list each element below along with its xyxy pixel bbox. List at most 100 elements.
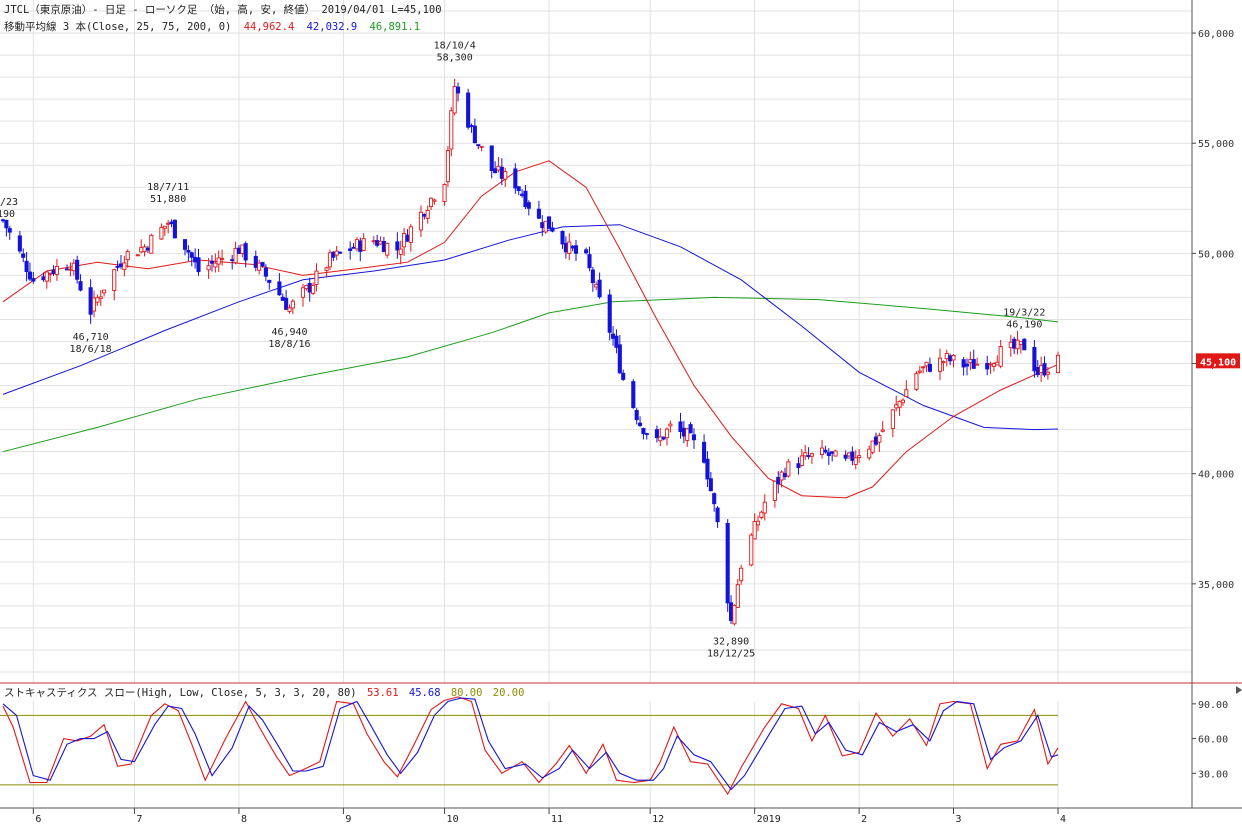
candle-down bbox=[550, 227, 555, 232]
candle-down bbox=[358, 240, 363, 252]
date-tick-label: 2019 bbox=[757, 814, 781, 825]
date-tick-label: 9 bbox=[345, 814, 351, 825]
candle-up bbox=[924, 361, 929, 367]
candle-up bbox=[833, 450, 838, 457]
candle-up bbox=[1008, 341, 1013, 349]
chart-title: JTCL（東京原油）- 日足 - ローソク足 （始, 高, 安, 終値） 201… bbox=[4, 3, 442, 16]
price-tick-label: 55,000 bbox=[1198, 139, 1234, 150]
candle-down bbox=[405, 234, 410, 242]
candle-down bbox=[75, 259, 80, 280]
candle-up bbox=[408, 226, 413, 243]
candle-up bbox=[102, 289, 107, 294]
annotation-label: /5/23 bbox=[0, 197, 18, 208]
candle-up bbox=[594, 283, 599, 288]
candle-up bbox=[287, 307, 292, 312]
candle-down bbox=[526, 202, 531, 209]
candle-up bbox=[213, 262, 218, 268]
annotation-label: 18/10/4 bbox=[434, 41, 476, 52]
candle-up bbox=[890, 409, 895, 429]
candle-down bbox=[826, 452, 831, 456]
candle-down bbox=[489, 145, 494, 171]
candle-down bbox=[381, 240, 386, 253]
candle-up bbox=[68, 268, 73, 271]
candle-up bbox=[385, 242, 390, 256]
date-tick-label: 2 bbox=[861, 814, 867, 825]
candle-down bbox=[1032, 346, 1037, 372]
candle-up bbox=[809, 453, 814, 457]
candle-up bbox=[290, 300, 295, 309]
candle-up bbox=[314, 270, 319, 285]
candle-down bbox=[607, 294, 612, 333]
candle-up bbox=[300, 287, 306, 298]
candle-down bbox=[873, 436, 879, 445]
candle-up bbox=[125, 251, 130, 261]
candle-down bbox=[466, 92, 471, 128]
candle-up bbox=[937, 357, 943, 372]
candle-up bbox=[216, 257, 221, 265]
candle-up bbox=[951, 355, 956, 361]
candle-down bbox=[948, 355, 953, 362]
stoch-legend-label: ストキャスティクス スロー(High, Low, Close, 5, 3, 3,… bbox=[4, 687, 357, 699]
candle-up bbox=[803, 452, 808, 457]
candle-up bbox=[664, 428, 670, 439]
candle-down bbox=[277, 281, 282, 296]
candle-up bbox=[54, 266, 59, 275]
candle-up bbox=[402, 233, 407, 248]
candle-up bbox=[685, 428, 690, 441]
candle-up bbox=[897, 400, 902, 408]
candle-up bbox=[149, 234, 154, 254]
candle-up bbox=[749, 534, 754, 566]
date-tick-label: 12 bbox=[652, 814, 664, 825]
grid-lines bbox=[0, 0, 1192, 683]
candle-down bbox=[189, 252, 194, 258]
candle-down bbox=[260, 262, 265, 267]
candle-down bbox=[597, 279, 602, 298]
ma25-line bbox=[2, 160, 1059, 499]
candle-down bbox=[708, 478, 713, 492]
candle-up bbox=[752, 521, 757, 540]
candle-up bbox=[914, 373, 919, 390]
candle-up bbox=[135, 254, 140, 257]
annotation-label: 46,940 bbox=[271, 327, 307, 338]
candle-up bbox=[139, 247, 144, 253]
candle-down bbox=[570, 245, 575, 249]
stoch-lower-level: 20.00 bbox=[493, 687, 525, 699]
candle-down bbox=[209, 260, 215, 264]
candle-up bbox=[877, 435, 882, 443]
candle-up bbox=[846, 452, 852, 457]
candle-up bbox=[324, 267, 329, 271]
candle-down bbox=[513, 168, 518, 189]
candle-up bbox=[479, 145, 484, 148]
candle-up bbox=[779, 471, 784, 481]
candle-down bbox=[634, 410, 639, 421]
candle-up bbox=[762, 501, 767, 514]
candle-down bbox=[796, 463, 801, 468]
candle-up bbox=[162, 225, 167, 229]
candle-down bbox=[395, 241, 400, 251]
ma200-value: 46,891.1 bbox=[370, 21, 421, 33]
candle-up bbox=[98, 296, 103, 300]
candle-down bbox=[776, 477, 781, 485]
candle-down bbox=[584, 249, 589, 254]
candle-down bbox=[644, 433, 649, 435]
stoch-upper-level: 80.00 bbox=[451, 687, 483, 699]
candle-up bbox=[853, 457, 858, 465]
candle-down bbox=[348, 248, 353, 251]
candle-up bbox=[870, 440, 875, 453]
candle-down bbox=[540, 222, 545, 229]
candle-up bbox=[799, 455, 804, 466]
candle-down bbox=[351, 246, 356, 249]
candle-down bbox=[263, 267, 268, 277]
last-price-label: 45,100 bbox=[1200, 357, 1236, 368]
stoch-tick-label: 90.00 bbox=[1198, 700, 1228, 711]
candle-down bbox=[17, 235, 22, 252]
annotation-label: 32,890 bbox=[713, 636, 749, 647]
candle-down bbox=[493, 168, 498, 174]
candle-up bbox=[1018, 341, 1023, 345]
candle-up bbox=[739, 567, 744, 582]
stoch-d-line bbox=[2, 697, 1059, 791]
candle-up bbox=[968, 359, 973, 364]
candle-down bbox=[961, 359, 966, 368]
